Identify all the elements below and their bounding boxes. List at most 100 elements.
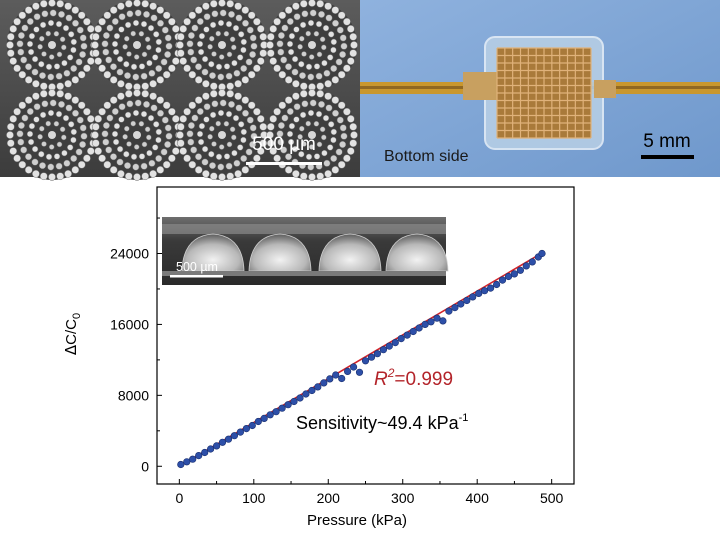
sem-pillar [340, 42, 348, 50]
sem-pillar [215, 153, 223, 160]
data-point [373, 350, 382, 358]
sem-pillar [21, 114, 29, 122]
sem-pillar [6, 131, 14, 139]
sem-pillar [156, 96, 165, 104]
sem-pillar [225, 20, 233, 28]
sem-pillar [238, 121, 245, 128]
sem-pillar [284, 166, 293, 174]
sem-pillar [308, 89, 316, 97]
sem-pillar [39, 0, 48, 8]
sem-pillar [305, 30, 312, 37]
sem-pillar [186, 130, 194, 138]
sem-pillar [266, 131, 274, 139]
sem-pillar [133, 54, 140, 60]
sem-pillar [223, 153, 231, 160]
sem-pillar [80, 42, 88, 50]
sem-pillar [101, 40, 109, 48]
sem-pillar [162, 70, 171, 79]
sem-pillar [37, 134, 43, 140]
data-point [260, 414, 268, 423]
inset-dome [318, 233, 382, 272]
sem-pillar [285, 153, 292, 161]
sem-pillar [215, 30, 221, 37]
sem-pillar [225, 72, 233, 80]
sem-pillar [287, 48, 295, 56]
inset-dome [385, 233, 449, 272]
sem-pillar [219, 99, 227, 107]
sem-pillar [155, 38, 162, 46]
sem-pillar [191, 24, 199, 32]
sem-pillar [56, 82, 65, 91]
sem-pillar [61, 44, 67, 51]
sem-pillar [253, 17, 261, 26]
sem-pillar [91, 49, 100, 58]
data-point [433, 314, 441, 322]
sem-pillar [103, 11, 112, 20]
sem-pillar [319, 36, 326, 43]
sem-pillar [17, 138, 25, 146]
sem-pillar [102, 32, 110, 39]
sem-pillar [194, 76, 203, 84]
sem-pillar [16, 130, 24, 138]
x-axis: 0 100 200 300 400 500 [175, 479, 564, 506]
sem-pillar [253, 107, 261, 116]
sem-pillar [209, 172, 218, 181]
sem-pillar [25, 63, 32, 71]
data-point [481, 287, 489, 295]
sem-pillar [188, 70, 197, 79]
sem-pillar [308, 0, 316, 7]
sem-pillar [132, 73, 140, 81]
sem-pillar [130, 63, 138, 70]
sem-pillar [278, 70, 287, 79]
sem-pillar [45, 120, 52, 127]
data-point [326, 375, 334, 383]
sem-pillar [297, 134, 303, 140]
sem-pillar [247, 70, 256, 79]
sem-pillar [168, 17, 176, 26]
sem-pillar [203, 13, 211, 21]
data-point [207, 445, 215, 453]
sem-pillar [124, 72, 131, 80]
sem-pillar [346, 25, 355, 33]
sem-pillar [259, 139, 268, 148]
sem-pillar [256, 115, 265, 123]
sem-pillar [116, 68, 124, 76]
sem-pillar [223, 121, 230, 127]
sem-pillar [325, 104, 333, 112]
sem-pillar [70, 38, 77, 46]
sem-pillar [33, 103, 41, 111]
sem-pillar [316, 172, 325, 181]
data-point [451, 304, 459, 312]
sem-pillar [39, 89, 48, 98]
sem-pillar [79, 141, 87, 148]
sem-pillar-center [218, 41, 226, 49]
sem-pillar [39, 35, 45, 42]
sem-pillar [287, 138, 295, 146]
sem-pillar [59, 36, 66, 43]
sem-pillar [209, 0, 218, 8]
sem-pillar [339, 124, 347, 132]
sem-pillar [249, 51, 257, 58]
sem-pillar [143, 10, 150, 18]
sem-pillar [124, 172, 133, 181]
sem-pillar [94, 25, 103, 33]
sem-pillar [266, 122, 275, 131]
sem-pillar [48, 54, 55, 60]
sem-pillar [316, 0, 325, 8]
sem-pillar [24, 76, 33, 84]
sem-pillar [67, 144, 74, 151]
sem-pillar [186, 40, 194, 48]
data-point [510, 270, 519, 278]
sem-pillar [319, 126, 326, 133]
sem-pillar [146, 134, 152, 141]
sem-pillar [309, 99, 317, 107]
sem-pillar [106, 24, 114, 32]
sem-pillar [149, 2, 157, 11]
sem-pillar [309, 9, 317, 17]
sem-pillar [156, 76, 165, 84]
sem-pillar [211, 51, 217, 57]
sem-pillar [124, 21, 132, 29]
sem-pillar [242, 19, 249, 27]
sem-pillar [292, 79, 300, 88]
